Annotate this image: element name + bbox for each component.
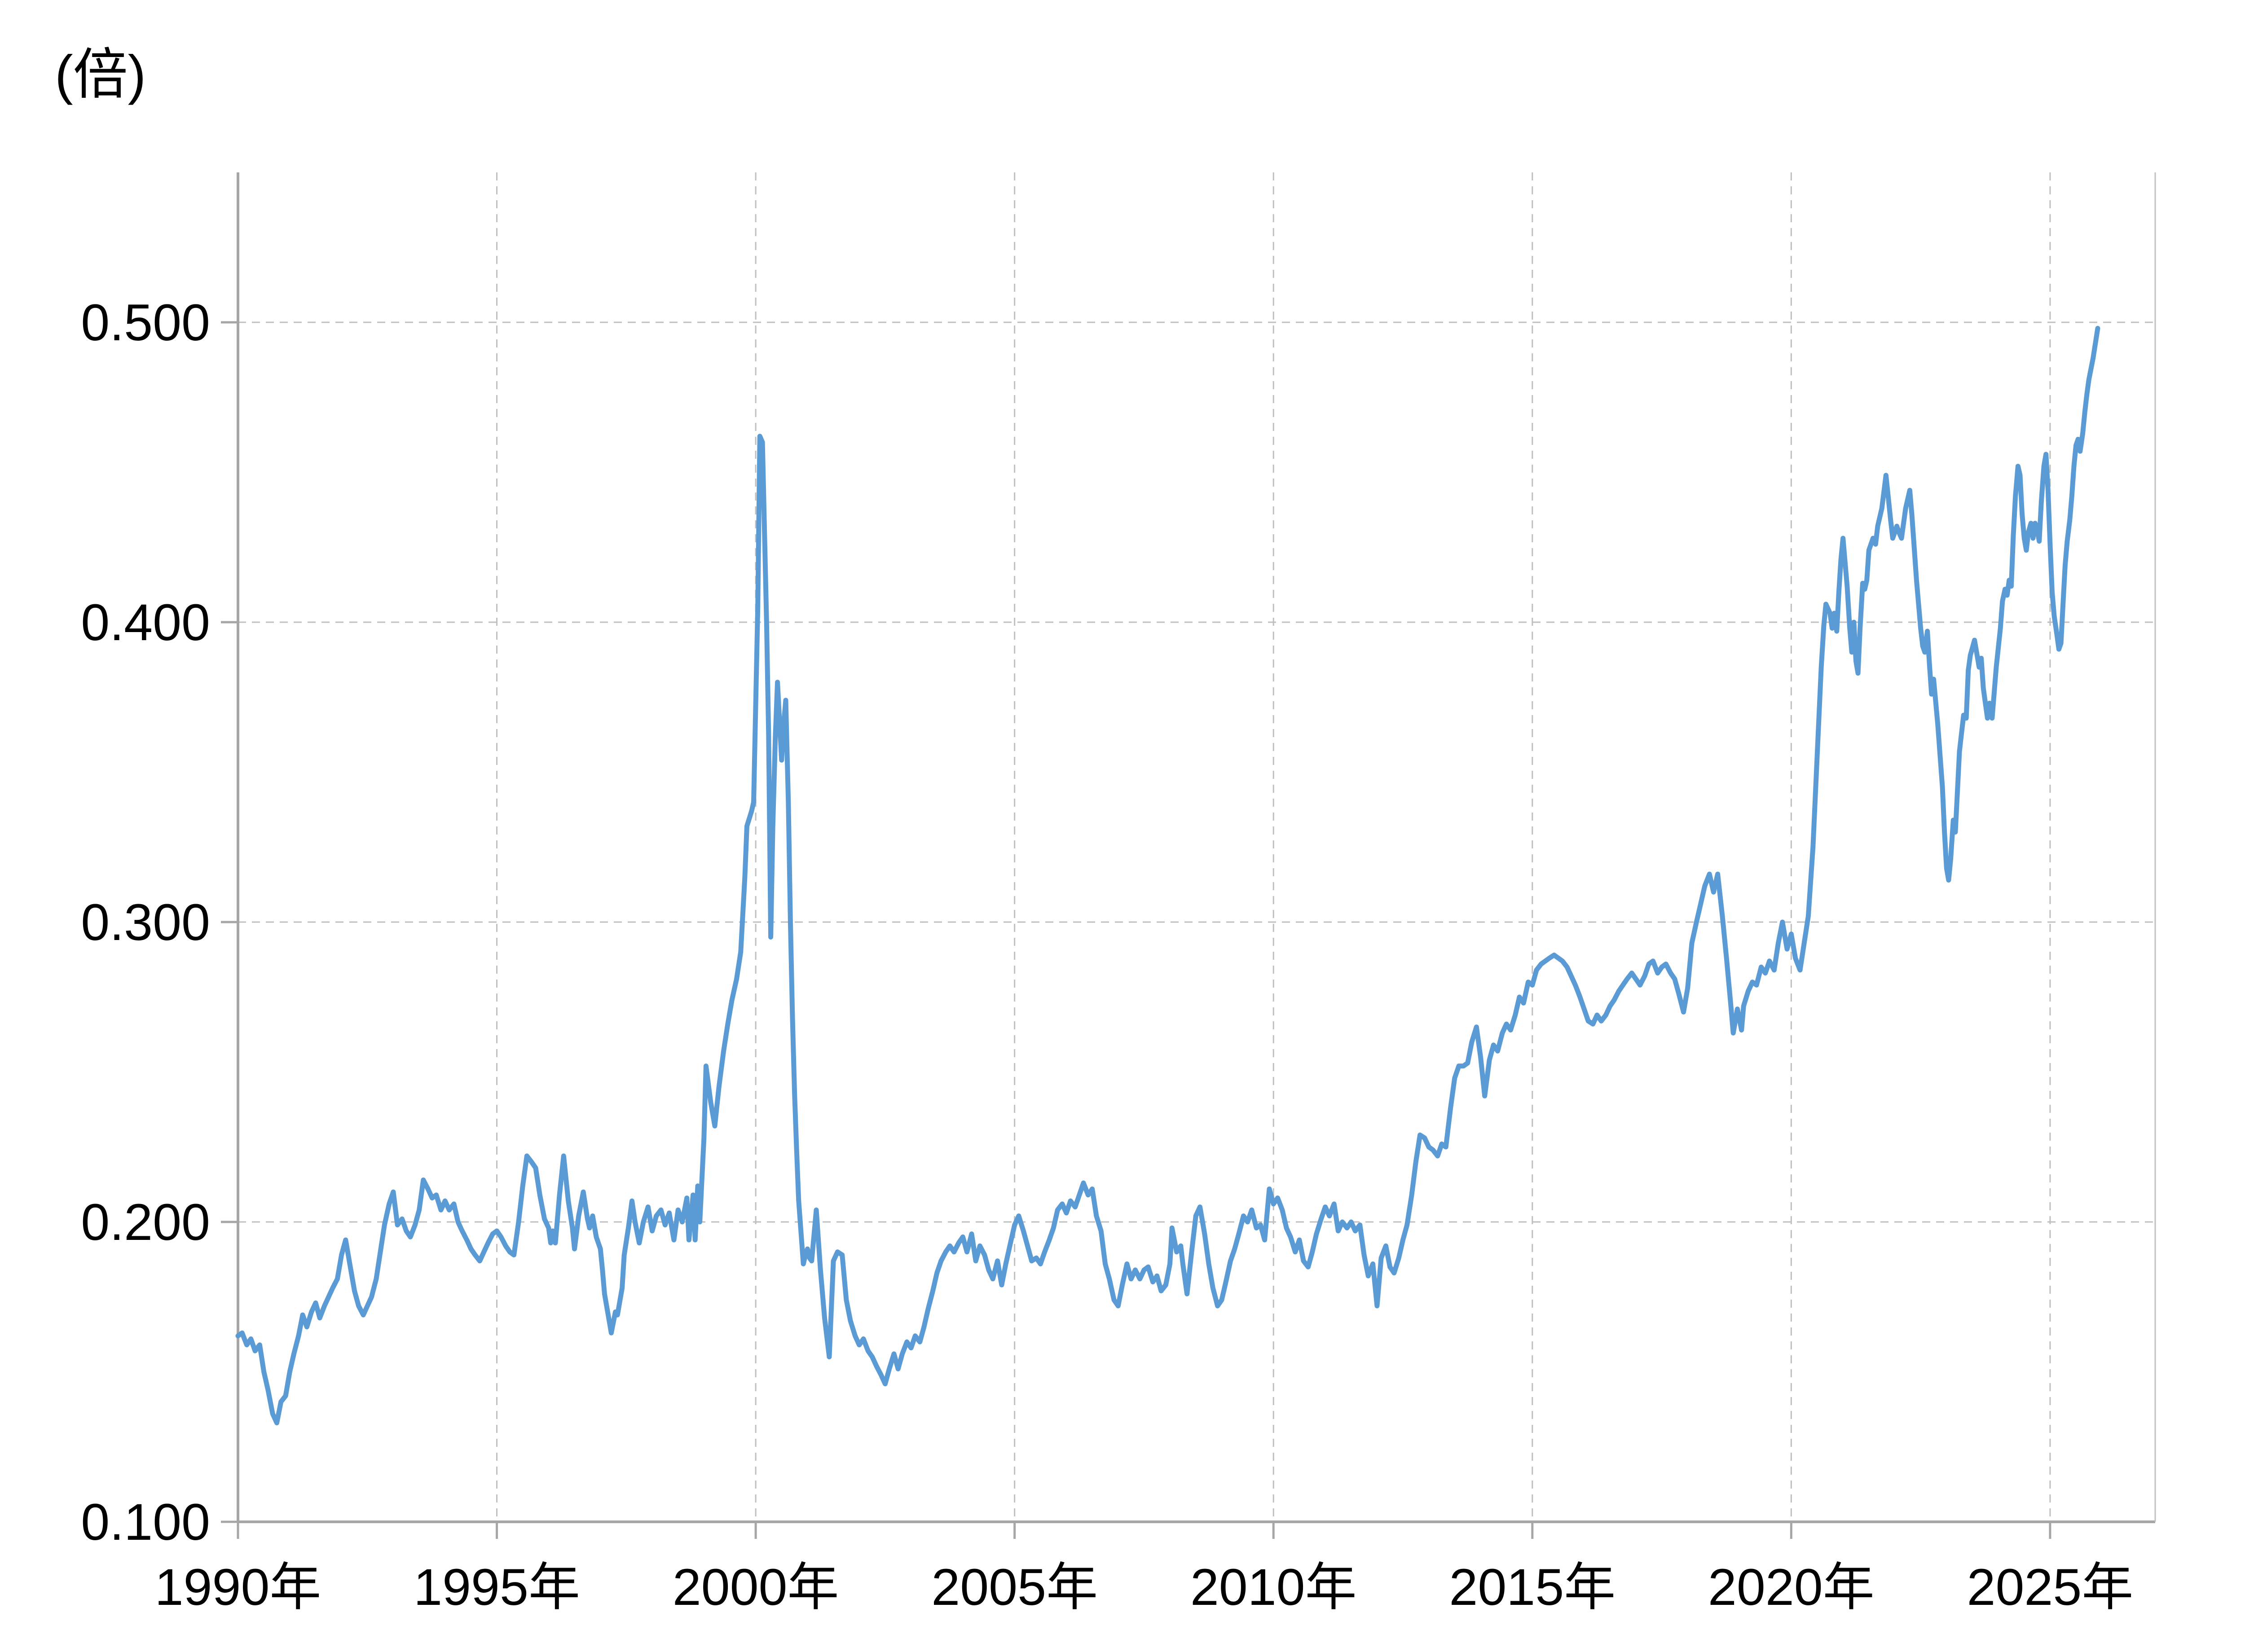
series [235, 325, 2100, 1426]
series-line-ratio [235, 325, 2100, 1426]
x-tick-label-2005: 2005年 [931, 1559, 1098, 1616]
y-tick-label-0.300: 0.300 [81, 894, 210, 951]
y-tick-label-0.100: 0.100 [81, 1494, 210, 1551]
x-tick-label-2010: 2010年 [1190, 1559, 1357, 1616]
x-tick-label-2025: 2025年 [1967, 1559, 2133, 1616]
y-tick-label-0.400: 0.400 [81, 594, 210, 651]
y-tick-label-0.500: 0.500 [81, 294, 210, 351]
x-tick-label-2020: 2020年 [1708, 1559, 1875, 1616]
y-tick-label-0.200: 0.200 [81, 1194, 210, 1251]
x-tick-label-2000: 2000年 [673, 1559, 839, 1616]
x-tick-label-2015: 2015年 [1449, 1559, 1616, 1616]
axis-labels: 1990年 1995年 2000年 2005年 2010年 2015年 2020年 2025年… [81, 294, 2133, 1616]
gridlines [238, 172, 2155, 1522]
x-tick-label-1990: 1990年 [155, 1559, 321, 1616]
y-axis-unit-label: (倍) [55, 44, 146, 105]
x-tick-label-1995: 1995年 [414, 1559, 580, 1616]
axes [221, 172, 2156, 1539]
